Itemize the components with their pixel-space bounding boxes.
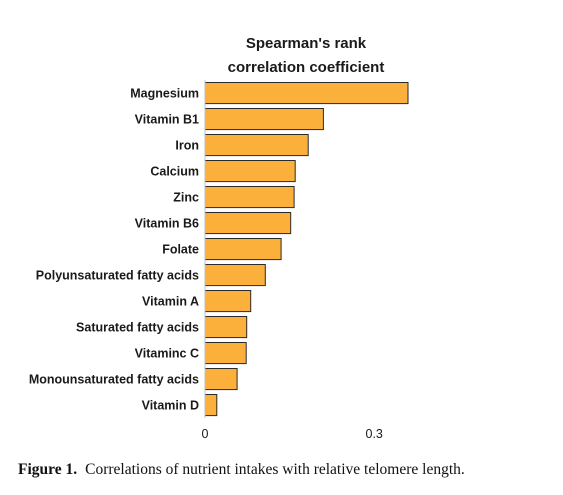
category-label: Vitamin D <box>142 399 199 413</box>
category-label: Calcium <box>150 165 199 179</box>
category-label: Vitamin B6 <box>135 217 199 231</box>
bar-iron <box>204 134 309 157</box>
category-label: Zinc <box>173 191 199 205</box>
bar-magnesium <box>204 82 409 105</box>
bar-vitamin-a <box>204 290 252 313</box>
x-ticks-group: 0 0.3 <box>202 427 383 441</box>
bar-chart: Spearman's rank correlation coefficient … <box>29 35 409 441</box>
x-tick-label: 0.3 <box>366 427 383 441</box>
category-label: Saturated fatty acids <box>76 321 199 335</box>
category-label: Vitamin B1 <box>135 113 199 127</box>
bar-folate <box>204 238 282 261</box>
bar-saturated-fatty-acids <box>204 316 248 339</box>
category-label: Monounsaturated fatty acids <box>29 373 199 387</box>
bar-calcium <box>204 160 296 183</box>
figure-caption: Figure 1. Correlations of nutrient intake… <box>18 461 465 479</box>
category-label: Polyunsaturated fatty acids <box>36 269 199 283</box>
bar-vitamin-d <box>204 394 218 417</box>
category-label: Folate <box>162 243 199 257</box>
bar-vitamin-b1 <box>204 108 324 131</box>
bar-polyunsaturated-fatty-acids <box>204 264 266 287</box>
bar-vitaminc-c <box>204 342 247 365</box>
x-tick-label: 0 <box>202 427 209 441</box>
bar-zinc <box>204 186 295 209</box>
caption-text: Correlations of nutrient intakes with re… <box>85 461 465 478</box>
caption-label: Figure 1. <box>18 461 78 478</box>
chart-title-line-1: Spearman's rank <box>246 35 367 52</box>
category-label: Vitaminc C <box>135 347 199 361</box>
bar-vitamin-b6 <box>204 212 292 235</box>
category-label: Magnesium <box>130 87 199 101</box>
category-label: Iron <box>175 139 199 153</box>
category-label: Vitamin A <box>142 295 199 309</box>
bar-monounsaturated-fatty-acids <box>204 368 238 391</box>
bars-group: Magnesium Vitamin B1 Iron Calcium Zinc Vitami… <box>29 82 409 417</box>
chart-title-line-2: correlation coefficient <box>228 59 385 76</box>
